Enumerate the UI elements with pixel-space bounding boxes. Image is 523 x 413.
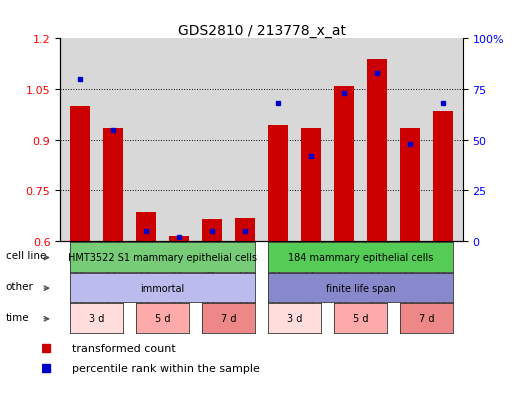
Bar [169,237,189,242]
Bar [136,213,156,242]
Bar [334,86,354,242]
Text: 7 d: 7 d [221,313,236,323]
Text: HMT3522 S1 mammary epithelial cells: HMT3522 S1 mammary epithelial cells [68,252,257,262]
Text: 7 d: 7 d [419,313,434,323]
Text: 5 d: 5 d [353,313,368,323]
Bar [202,220,222,242]
Text: 184 mammary epithelial cells: 184 mammary epithelial cells [288,252,433,262]
Title: GDS2810 / 213778_x_at: GDS2810 / 213778_x_at [177,24,346,38]
Text: other: other [6,281,33,291]
Text: time: time [6,312,29,322]
Bar [268,125,288,242]
Bar [400,128,420,242]
Bar [301,128,321,242]
Text: 3 d: 3 d [89,313,104,323]
Text: finite life span: finite life span [326,283,395,293]
Text: transformed count: transformed count [72,343,176,353]
Text: 3 d: 3 d [287,313,302,323]
Bar [367,59,387,242]
Bar [70,107,90,242]
Text: cell line: cell line [6,251,46,261]
Text: immortal: immortal [140,283,185,293]
Bar [433,112,453,242]
Text: percentile rank within the sample: percentile rank within the sample [72,363,259,373]
Text: 5 d: 5 d [155,313,170,323]
Bar [103,128,123,242]
Bar [235,218,255,242]
